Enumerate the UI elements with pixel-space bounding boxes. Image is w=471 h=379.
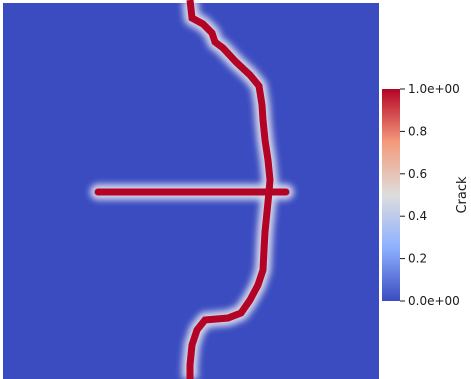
colorbar-tick-label: 1.0e+00 <box>408 82 460 96</box>
colorbar-tick-label: 0.4 <box>408 209 427 223</box>
colorbar: 0.0e+00 0.2 0.4 0.6 0.8 1.0e+00 Crack <box>382 82 470 308</box>
colorbar-tick-label: 0.2 <box>408 252 427 266</box>
colorbar-tick-label: 0.8 <box>408 124 427 138</box>
colorbar-tick-labels: 0.0e+00 0.2 0.4 0.6 0.8 1.0e+00 <box>408 82 460 308</box>
colorbar-ticks <box>400 88 405 302</box>
colorbar-tick-label: 0.6 <box>408 167 427 181</box>
colorbar-gradient <box>382 89 400 301</box>
colorbar-tick-label: 0.0e+00 <box>408 294 460 308</box>
colorbar-title: Crack <box>455 176 470 214</box>
crack-path <box>94 0 290 379</box>
